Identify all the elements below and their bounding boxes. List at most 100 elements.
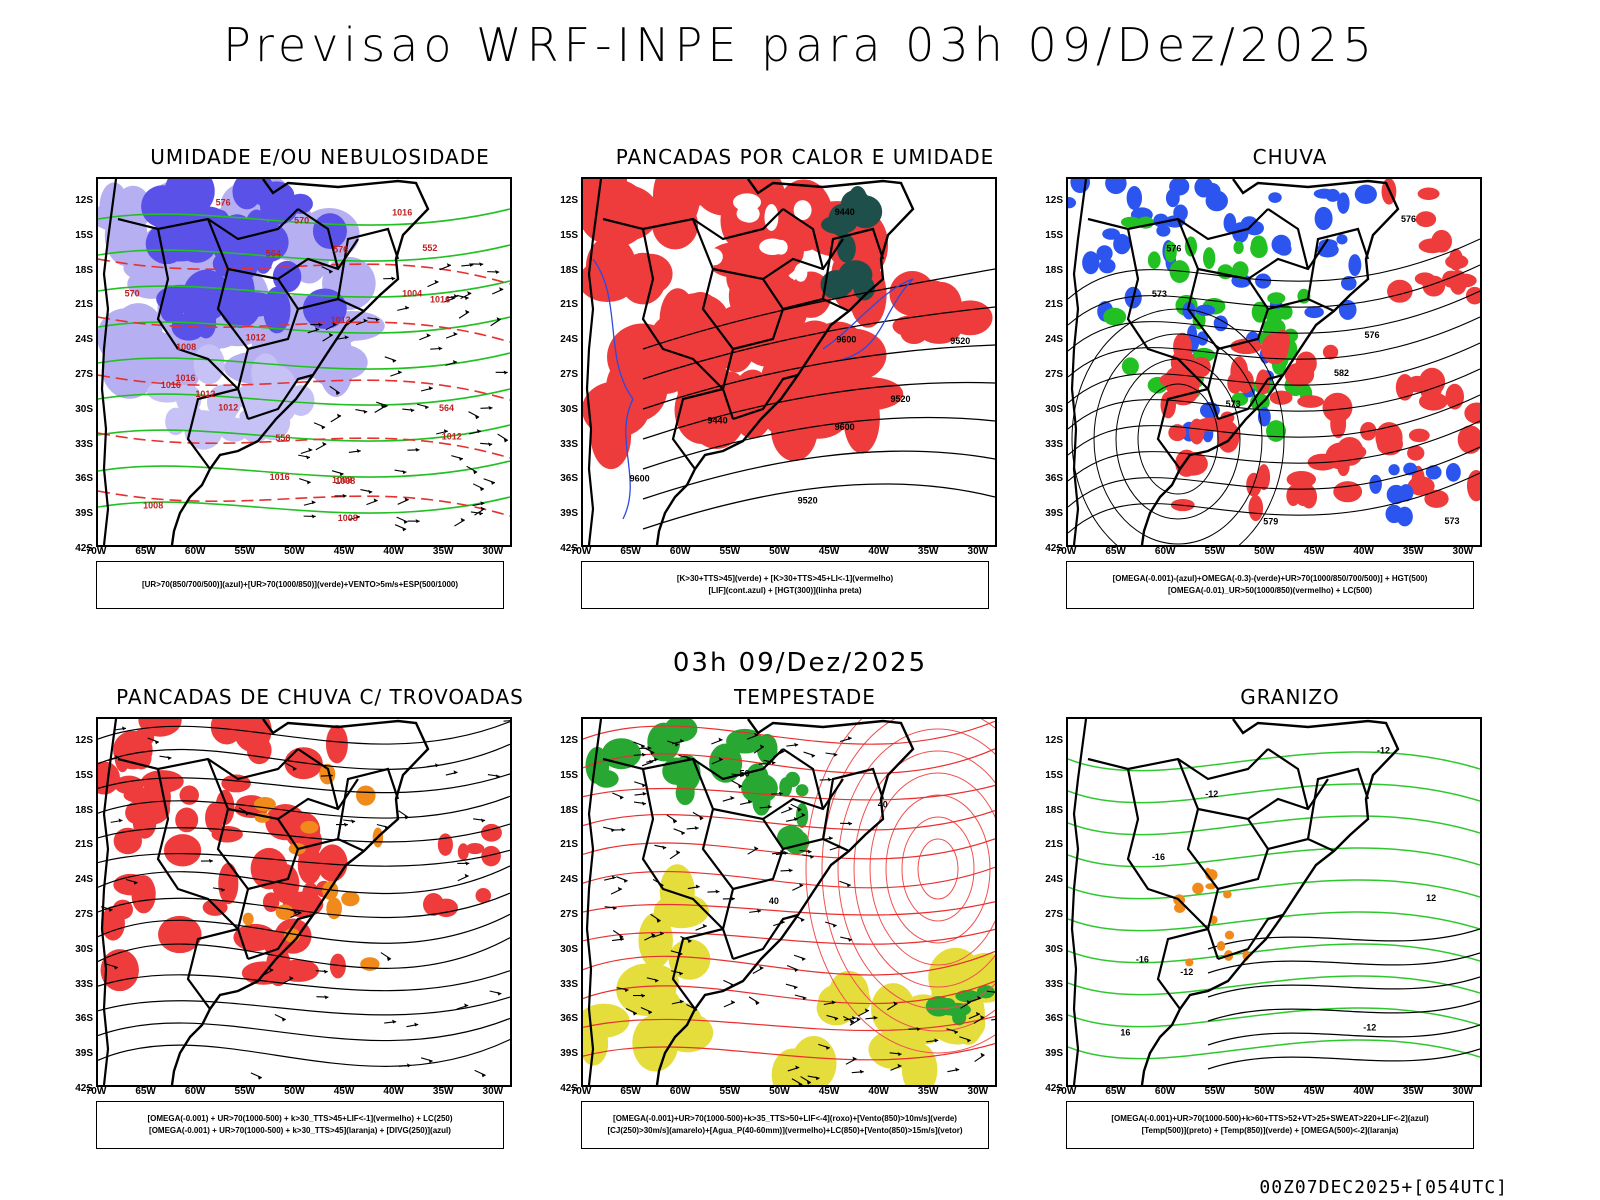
wind-vector bbox=[488, 442, 493, 447]
omega-blue-field bbox=[1255, 273, 1272, 289]
legend-line: [LIF](cont.azul) + [HGT(300)](linha pret… bbox=[708, 586, 862, 595]
omega-blue-field bbox=[1105, 179, 1127, 195]
wind850-green-field bbox=[752, 789, 771, 816]
omega-green-field bbox=[1267, 292, 1286, 305]
wind-vector bbox=[832, 923, 837, 928]
wind-vector bbox=[675, 850, 680, 855]
rain-red-field bbox=[1457, 425, 1480, 454]
latitude-tick-label: 15S bbox=[75, 769, 93, 781]
omega500-orange-field bbox=[1224, 930, 1235, 940]
lc250-streamline bbox=[98, 1017, 510, 1042]
latitude-tick-label: 15S bbox=[75, 229, 93, 241]
thunder-red-field bbox=[175, 807, 199, 833]
contour-label: 1008 bbox=[338, 513, 358, 523]
wind-vector bbox=[864, 1008, 869, 1013]
jet-yellow-field bbox=[622, 963, 679, 999]
temp850-contour bbox=[1068, 751, 1480, 772]
temp850-contour bbox=[1068, 847, 1480, 868]
omega-green-field bbox=[1164, 241, 1177, 263]
streamline-arrow bbox=[281, 1017, 286, 1022]
humidity-deep-field bbox=[141, 185, 184, 228]
hgt300-contour bbox=[642, 381, 995, 440]
wind-vector bbox=[699, 816, 704, 821]
longitude-tick-label: 50W bbox=[1254, 546, 1275, 557]
country-border bbox=[732, 373, 799, 421]
latitude-tick-label: 27S bbox=[560, 369, 578, 380]
wind-vector bbox=[934, 1038, 939, 1043]
legend-line: [OMEGA(-0.001) + UR>70(1000-500) + k>30_… bbox=[147, 1114, 453, 1123]
omega500-orange-field bbox=[1185, 958, 1194, 967]
latitude-tick-label: 12S bbox=[1045, 735, 1063, 746]
longitude-tick-label: 40W bbox=[868, 1086, 889, 1097]
country-border bbox=[206, 218, 250, 420]
lc850-streamline bbox=[583, 866, 995, 889]
omega500-orange-field bbox=[1192, 882, 1204, 895]
wind-vector bbox=[848, 937, 853, 942]
longitude-tick-label: 65W bbox=[620, 546, 641, 557]
rain-red-field bbox=[1465, 286, 1480, 305]
wind-vector bbox=[986, 990, 995, 993]
legend-line: [K>30+TTS>45](verde) + [K>30+TTS>45+LI<-… bbox=[676, 574, 894, 583]
latitude-tick-label: 30S bbox=[1045, 403, 1063, 415]
hgt300-contour bbox=[642, 483, 995, 530]
temp850-contour bbox=[1068, 943, 1480, 964]
forecast-panel: PANCADAS DE CHUVA C/ TROVOADAS 12S 15S 18S 2… bbox=[70, 685, 570, 1185]
country-border bbox=[782, 748, 825, 810]
country-border bbox=[1306, 227, 1370, 300]
country-border bbox=[762, 818, 850, 852]
wind-vector bbox=[499, 287, 504, 292]
wind-vector bbox=[801, 812, 806, 817]
omega-blue-field bbox=[1068, 197, 1077, 209]
wind-vector bbox=[679, 999, 684, 1004]
temp850-contour bbox=[1068, 879, 1480, 900]
country-border bbox=[1267, 748, 1310, 810]
latitude-tick-label: 36S bbox=[75, 473, 93, 485]
longitude-tick-label: 35W bbox=[1402, 546, 1424, 557]
clear-gap bbox=[759, 238, 786, 255]
latitude-tick-label: 24S bbox=[1045, 874, 1063, 886]
streamline-arrow bbox=[297, 910, 302, 915]
instability-red-field bbox=[843, 381, 880, 454]
wind-vector bbox=[335, 391, 340, 396]
wind-vector bbox=[955, 1067, 960, 1072]
wind-vector bbox=[738, 784, 743, 789]
temp850-contour bbox=[1068, 815, 1480, 836]
omega-blue-field bbox=[1336, 234, 1348, 245]
wind-vector bbox=[694, 825, 699, 830]
wind-vector bbox=[612, 930, 624, 938]
omega-blue-field bbox=[1425, 465, 1442, 480]
streamline-arrow bbox=[497, 991, 502, 996]
instability-red-field bbox=[715, 306, 757, 373]
country-border bbox=[336, 227, 400, 300]
longitude-tick-label: 45W bbox=[333, 546, 355, 557]
longitude-tick-label: 60W bbox=[669, 1086, 691, 1097]
latitude-tick-label: 21S bbox=[1045, 839, 1063, 851]
rain-red-field bbox=[1217, 420, 1240, 453]
country-border bbox=[691, 218, 735, 420]
wind-vector bbox=[339, 472, 344, 477]
country-border bbox=[297, 208, 340, 270]
streamline-arrow bbox=[285, 762, 297, 770]
wind-vector bbox=[800, 917, 805, 922]
jet-yellow-field bbox=[871, 983, 916, 1036]
contour-label: 1012 bbox=[218, 402, 238, 412]
wind-vector bbox=[368, 489, 373, 494]
longitude-tick-label: 35W bbox=[1402, 1086, 1424, 1097]
panel-title: PANCADAS DE CHUVA C/ TROVOADAS bbox=[116, 685, 524, 709]
rain-red-field bbox=[1337, 456, 1350, 477]
latitude-tick-label: 18S bbox=[1045, 264, 1063, 276]
omega-blue-field bbox=[1313, 188, 1336, 199]
lc250-streamline bbox=[98, 913, 510, 944]
legend-line: [OMEGA(-0.001) + UR>70(1000-500) + k>30_… bbox=[149, 1126, 451, 1135]
humidity-deep-field bbox=[160, 300, 184, 323]
latitude-tick-label: 24S bbox=[75, 874, 93, 886]
latitude-tick-label: 39S bbox=[1045, 508, 1063, 520]
hgt300-contour bbox=[642, 306, 995, 380]
contour-label: -16 bbox=[1152, 852, 1165, 862]
latitude-tick-label: 15S bbox=[560, 769, 578, 781]
thunder-orange-field bbox=[341, 891, 360, 907]
omega-green-field bbox=[1120, 216, 1142, 228]
lc250-streamline bbox=[98, 996, 510, 1016]
wind-vector bbox=[640, 744, 645, 749]
latitude-tick-label: 24S bbox=[75, 334, 93, 346]
